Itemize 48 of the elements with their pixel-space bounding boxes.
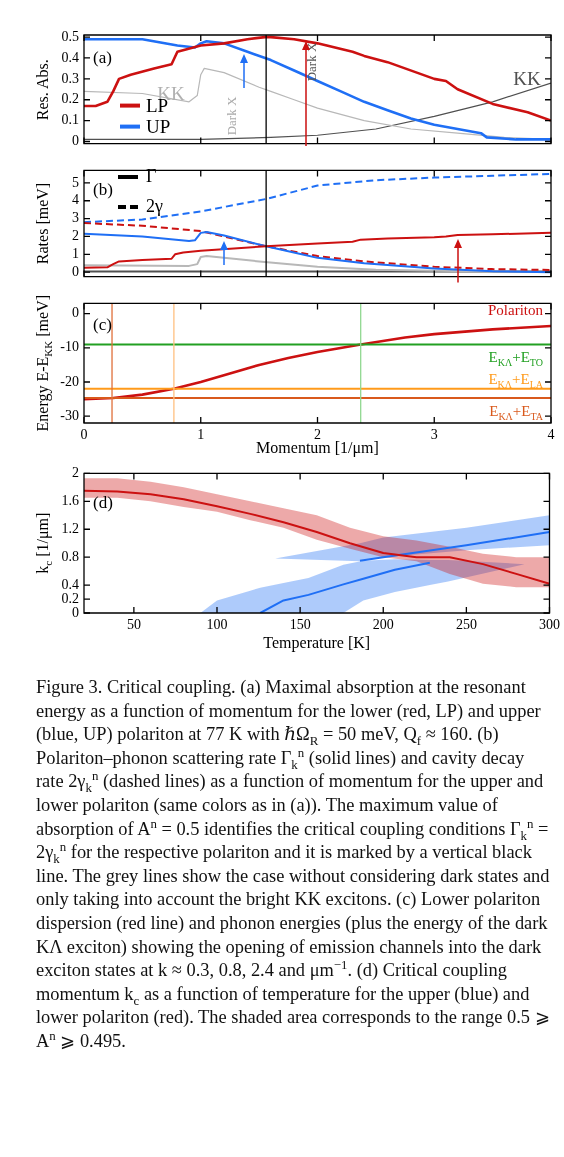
annotation: (b) (93, 180, 113, 200)
y-tick-label: 0.4 (61, 576, 79, 592)
annotation: Dark X (224, 96, 239, 136)
x-tick-label: 200 (372, 617, 394, 633)
x-tick-label: 4 (547, 427, 555, 443)
series-label: Polariton (488, 301, 544, 318)
text: Figure 3. Critical coupling. (a) Maximal absorption at the resonant energy as a function of momentum for the lower (red, LP) and upper (blue, UP) polariton at 77 K with ℏΩ$_{R}$ = 50 meV, Q$_{f}$ ≈ 160. (b) Polariton–phonon scattering rate Γ$_{k}$$^{n}$ (solid lines) and cavity decay rate 2γ$_{k}$$^{n}$ (dashed lines) as a function of momentum for the upper and lower polariton (same colors as in (a)). The maximum value of absorption of A$^{n}$ = 0.5 identifies the critical coupling conditions Γ$_{k}$$^{n}$ = 2γ$_{k}$$^{n}$ for the respective polariton and it is marked by a vertical black line. The grey lines show the case without considering dark states and only taking into account the bright KK excitons. (c) Lower polariton dispersion (red line) and phonon energies (plus the energy of the dark KΛ exciton) showing the opening of emission channels into the dark exciton states at k ≈ 0.3, 0.8, 2.4 and μm$^{−1}$. (d) Critical coupling momentum k$_{c}$ as a function of temperature for the upper (blue) and lower polariton (red). The shaded area corresponds to the range 0.5 ⩾ A$^{n}$ ⩾ 0.495. (36, 677, 550, 1051)
y-tick-label: 3 (72, 210, 79, 226)
y-tick-label: 0.5 (61, 28, 79, 44)
x-tick-label: 1 (197, 427, 205, 443)
annotation: (a) (93, 48, 112, 67)
y-tick-label: 0.4 (61, 49, 79, 65)
x-axis-title: Temperature [K] (263, 634, 371, 652)
y-tick-label: 4 (72, 192, 79, 208)
y-tick-label: 1.6 (61, 492, 79, 508)
y-tick-label: 2 (72, 465, 79, 481)
y-axis-title: Rates [meV] (34, 182, 51, 265)
y-axis-title: Res. Abs. (34, 59, 51, 121)
annotation: Dark X (304, 42, 319, 82)
y-tick-label: -30 (60, 407, 79, 423)
x-tick-label: 100 (206, 617, 228, 633)
x-tick-label: 50 (126, 617, 141, 633)
y-tick-label: 0.2 (61, 590, 79, 606)
legend-label: UP (146, 115, 171, 137)
y-axis-title: Energy E-EKK [meV] (34, 294, 54, 432)
annotation: (c) (93, 315, 112, 335)
y-axis-title: kc [1/μm] (34, 512, 54, 574)
x-tick-label: 250 (455, 617, 477, 633)
y-tick-label: 2 (72, 228, 79, 244)
y-tick-label: 0 (72, 133, 79, 149)
y-tick-label: 0.1 (61, 112, 79, 128)
y-tick-label: -10 (60, 339, 79, 355)
annotation: (d) (93, 493, 113, 513)
y-tick-label: 0.2 (61, 91, 79, 107)
y-tick-label: 1 (72, 245, 79, 261)
y-tick-label: 0.3 (61, 70, 79, 86)
y-tick-label: 0.8 (61, 548, 79, 564)
annotation: KK (513, 68, 541, 89)
y-tick-label: 1.2 (61, 520, 79, 536)
y-tick-label: 0 (72, 305, 79, 321)
x-tick-label: 3 (430, 427, 438, 443)
y-tick-label: -20 (60, 373, 79, 389)
y-tick-label: 0 (72, 263, 79, 279)
x-tick-label: 300 (539, 617, 560, 633)
x-tick-label: 150 (289, 617, 311, 633)
annotation: 2γ (146, 196, 163, 216)
y-tick-label: 0 (72, 604, 79, 620)
y-tick-label: 5 (72, 174, 79, 190)
